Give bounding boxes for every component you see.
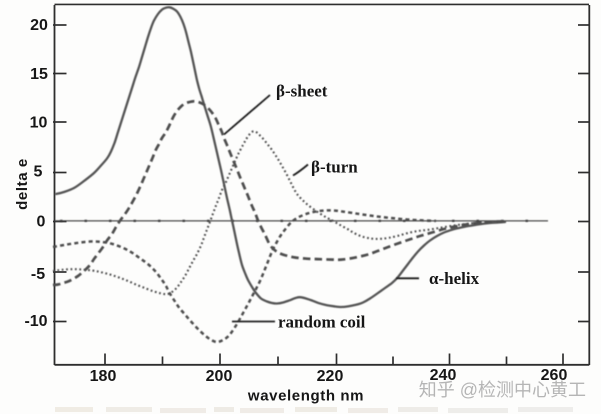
svg-text:wavelength nm: wavelength nm (247, 388, 364, 405)
svg-text:240: 240 (430, 367, 457, 384)
svg-text:知乎 @检测中心黄工: 知乎 @检测中心黄工 (419, 380, 586, 400)
svg-text:200: 200 (206, 368, 233, 385)
svg-text:15: 15 (30, 66, 48, 83)
svg-text:220: 220 (317, 368, 344, 385)
svg-text:-5: -5 (31, 266, 45, 283)
svg-text:α-helix: α-helix (429, 269, 480, 288)
svg-text:180: 180 (90, 368, 117, 385)
svg-text:random coil: random coil (278, 313, 366, 332)
svg-text:10: 10 (30, 115, 48, 132)
svg-text:20: 20 (30, 17, 48, 34)
svg-text:260: 260 (541, 367, 568, 384)
svg-text:5: 5 (34, 164, 43, 181)
svg-text:0: 0 (37, 214, 46, 231)
svg-text:-10: -10 (24, 313, 47, 330)
svg-text:delta e: delta e (14, 158, 31, 210)
svg-text:β-turn: β-turn (311, 158, 358, 177)
svg-text:β-sheet: β-sheet (276, 82, 328, 101)
